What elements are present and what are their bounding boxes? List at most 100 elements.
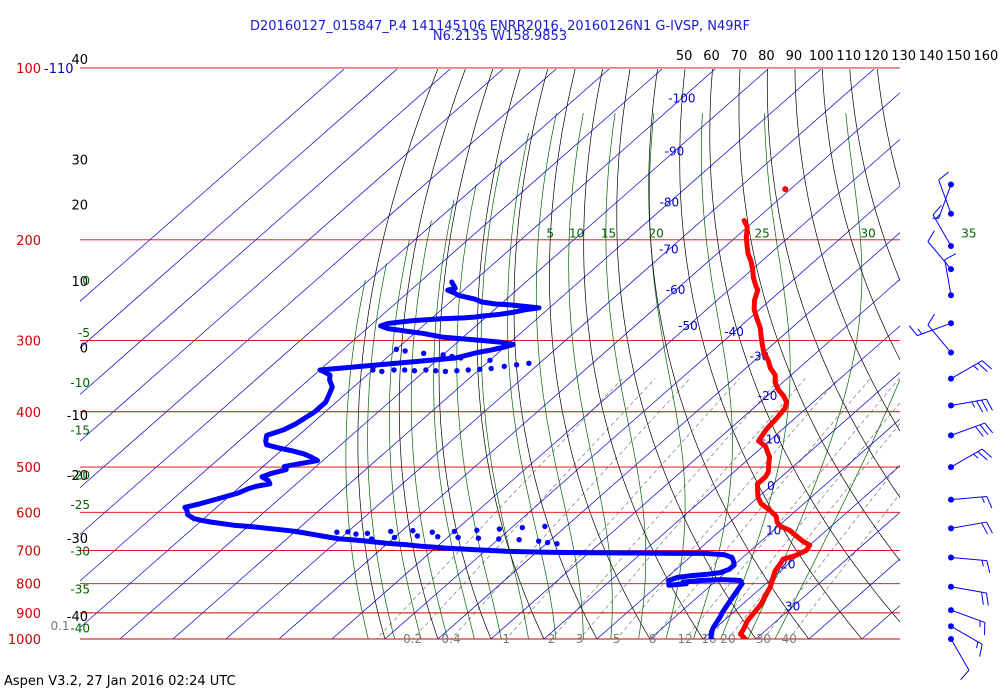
isotherm-line	[80, 69, 557, 489]
dewpoint-point	[526, 360, 532, 366]
isotherm-line	[702, 465, 900, 639]
theta-e-label: 25	[755, 226, 770, 240]
dry-adiabat-line	[981, 42, 1000, 651]
mixing-ratio-label: 8	[649, 632, 657, 646]
moist-adiabat-line	[568, 113, 613, 639]
temperature-point	[782, 186, 789, 193]
isotherm-line	[80, 69, 716, 628]
dry-adiabat-line	[709, 69, 900, 623]
mixing-ratio-label: 2	[548, 632, 556, 646]
wind-barb-flag	[986, 398, 993, 411]
isotherm-label: 10	[766, 523, 781, 537]
left-temp-label: 30	[71, 154, 88, 169]
dewpoint-point	[554, 541, 560, 547]
dewpoint-point	[401, 367, 408, 373]
mixing-ratio-label: 1	[502, 632, 510, 646]
dewpoint-point	[440, 352, 446, 358]
wind-barb-half-flag	[971, 401, 976, 408]
wind-barb-half-flag	[981, 496, 985, 503]
isotherm-label: -100	[668, 91, 695, 105]
wind-barb-flag	[944, 253, 957, 261]
dewpoint-point	[513, 362, 520, 368]
wind-barb-staff	[950, 557, 987, 562]
dewpoint-point	[423, 367, 429, 373]
wind-barb-staff	[950, 398, 987, 406]
wind-barbs	[908, 171, 994, 680]
wind-barb-flag	[938, 171, 949, 181]
isotherm-label: -70	[659, 243, 679, 257]
moist-adiabat-line	[480, 160, 529, 639]
theta-top-label: 110	[836, 49, 861, 64]
mixing-ratio-line	[652, 378, 871, 639]
wind-barb-flag	[975, 426, 984, 437]
isotherm-line	[490, 278, 900, 639]
left-moist-label: 0	[82, 274, 90, 288]
pressure-label: 700	[16, 545, 41, 560]
left-moist-label: -15	[70, 424, 90, 438]
pressure-label: 300	[16, 334, 41, 349]
dry-adiabat-line	[357, 69, 439, 639]
moist-adiabat-line	[693, 113, 733, 639]
dry-adiabat-line	[438, 69, 494, 639]
pressure-label: 400	[16, 406, 41, 421]
moist-adiabat-line	[747, 113, 863, 639]
theta-top-label: 70	[731, 49, 748, 64]
mixing-ratio-label: 12	[678, 632, 693, 646]
wind-barb-half-flag	[981, 560, 984, 567]
wind-barb-staff	[938, 179, 952, 214]
dewpoint-point	[414, 533, 421, 539]
wind-barb-staff	[932, 214, 952, 247]
dewpoint-point	[535, 538, 542, 544]
dewpoint-point	[370, 367, 376, 373]
dry-adiabat-line	[398, 69, 466, 639]
wind-barb-staff	[950, 422, 985, 436]
wind-barb-staff	[938, 184, 952, 219]
wind-barb-flag	[981, 399, 988, 412]
wind-barb-staff	[950, 609, 985, 623]
theta-top-label: 150	[946, 49, 971, 64]
wind-barb-flag	[977, 362, 988, 372]
isotherm-line	[80, 69, 663, 582]
wind-barb-staff	[917, 322, 952, 337]
moist-adiabat-line	[535, 113, 584, 639]
dewpoint-point	[364, 530, 371, 537]
isotherm-line	[808, 558, 900, 639]
moist-adiabat-line	[456, 184, 502, 639]
pressure-label: 500	[16, 461, 41, 476]
dewpoint-point	[334, 529, 340, 535]
isotherm-label: 0	[767, 479, 775, 493]
wind-barb-flag	[932, 205, 942, 216]
wind-barb-staff	[950, 586, 987, 594]
wind-barb-staff	[950, 638, 970, 671]
theta-top-label: 90	[786, 49, 803, 64]
wind-barb-flag	[981, 592, 984, 605]
isotherm-line	[543, 325, 900, 639]
dewpoint-point	[442, 368, 449, 375]
left-temp-label: -40	[67, 610, 88, 625]
chart-title: D20160127_015847_P.4 141145106 ENRR2016,…	[250, 19, 750, 34]
dewpoint-point	[542, 523, 548, 530]
wind-barb-flag	[985, 592, 989, 606]
dewpoint-point	[519, 524, 526, 531]
temperature-line	[738, 218, 813, 639]
dewpoint-point	[353, 531, 359, 537]
dry-adiabat-line	[583, 69, 704, 639]
isotherm-label: -50	[678, 319, 698, 333]
left-temp-label: 10	[71, 275, 88, 290]
moist-adiabat-line	[345, 279, 369, 639]
wind-barb-half-flag	[973, 453, 979, 459]
isotherm-label: -20	[758, 389, 778, 403]
dry-adiabat-line	[513, 69, 598, 639]
wind-barb-staff	[927, 324, 952, 353]
wind-barb-staff	[950, 495, 987, 501]
mixing-ratio-label: 0.2	[403, 632, 422, 646]
isotherm-line	[384, 185, 900, 639]
wind-barb-flag	[981, 522, 988, 535]
isotherm-label: -80	[660, 195, 680, 209]
mixing-ratio-line	[450, 378, 691, 639]
dewpoint-point	[391, 534, 398, 541]
theta-e-label: 20	[649, 226, 664, 240]
moist-adiabat-line	[433, 199, 475, 639]
dewpoint-line	[182, 279, 745, 639]
